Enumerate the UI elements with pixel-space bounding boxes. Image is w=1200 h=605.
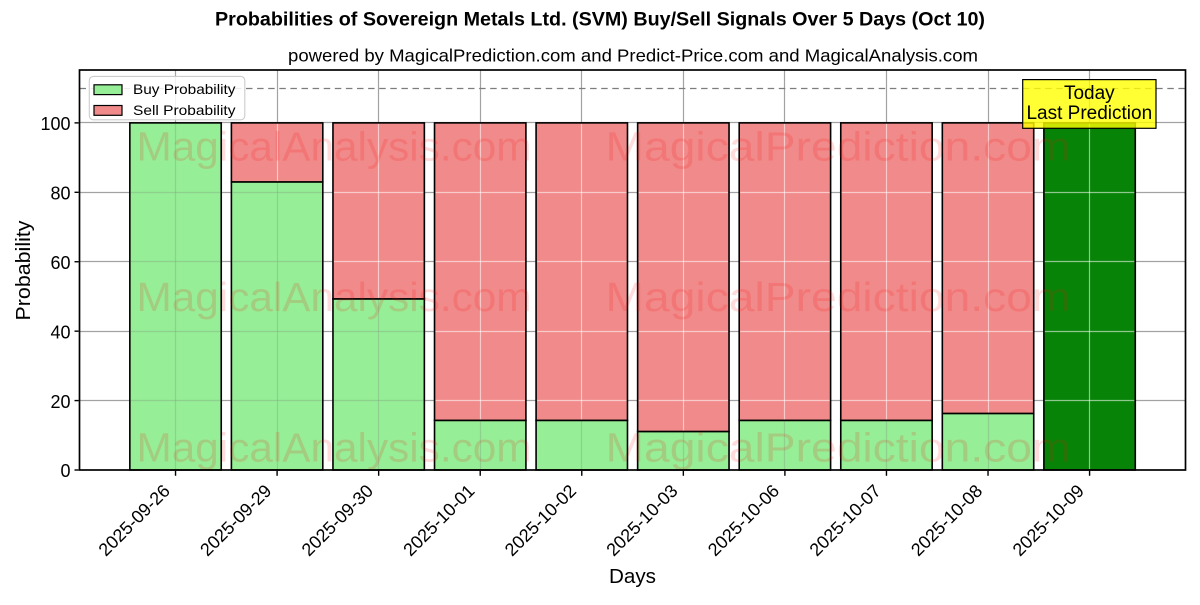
svg-text:0: 0: [60, 461, 70, 481]
svg-text:Buy Probability: Buy Probability: [133, 81, 236, 97]
svg-text:100: 100: [40, 114, 70, 134]
svg-text:MagicalPrediction.com: MagicalPrediction.com: [606, 123, 1071, 169]
svg-text:60: 60: [50, 253, 70, 273]
svg-text:MagicalAnalysis.com: MagicalAnalysis.com: [137, 274, 532, 320]
svg-text:Last Prediction: Last Prediction: [1026, 103, 1152, 124]
svg-text:MagicalAnalysis.com: MagicalAnalysis.com: [137, 424, 532, 470]
svg-text:MagicalAnalysis.com: MagicalAnalysis.com: [137, 123, 532, 169]
svg-text:Today: Today: [1064, 83, 1115, 104]
svg-text:Probability: Probability: [13, 221, 35, 321]
svg-text:Probabilities of Sovereign Met: Probabilities of Sovereign Metals Ltd. (…: [215, 10, 985, 31]
svg-text:Days: Days: [609, 566, 656, 588]
svg-text:20: 20: [50, 392, 70, 412]
svg-text:MagicalPrediction.com: MagicalPrediction.com: [606, 424, 1071, 470]
svg-text:40: 40: [50, 322, 70, 342]
svg-text:Sell Probability: Sell Probability: [133, 102, 236, 118]
svg-text:MagicalPrediction.com: MagicalPrediction.com: [606, 274, 1071, 320]
svg-text:powered by MagicalPrediction.c: powered by MagicalPrediction.com and Pre…: [288, 46, 978, 66]
svg-text:80: 80: [50, 184, 70, 204]
